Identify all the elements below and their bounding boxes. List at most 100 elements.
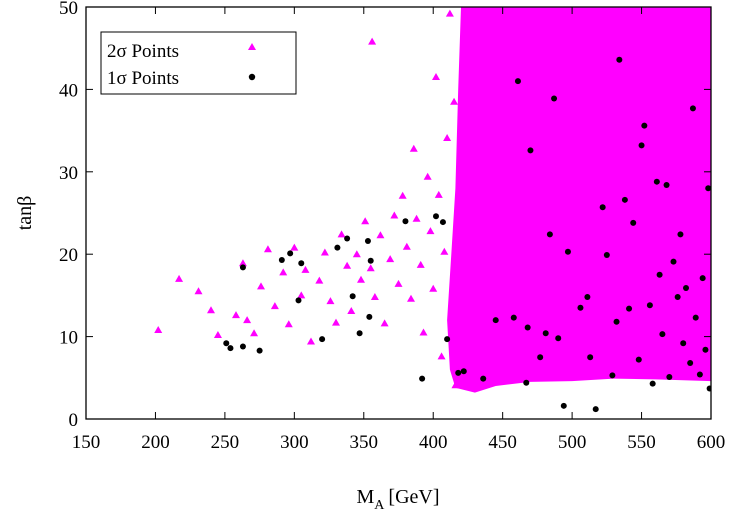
point-1sigma [599,204,606,211]
legend-label-2sigma: 2σ Points [107,41,179,62]
y-axis-label: tanβ [14,196,36,231]
dense-point-region [447,7,711,393]
point-2sigma [426,227,435,235]
point-2sigma [284,320,293,328]
point-2sigma [175,274,184,282]
series-2sigma-points [154,9,460,389]
point-1sigma [653,178,660,185]
point-2sigma [445,9,454,17]
point-2sigma [207,306,215,314]
point-2sigma [398,191,407,199]
point-1sigma [551,95,558,102]
point-1sigma [677,231,684,238]
point-2sigma [370,293,379,301]
point-1sigma [592,406,599,413]
point-1sigma [696,371,703,378]
point-1sigma [287,250,294,257]
point-1sigma [537,354,544,361]
point-2sigma [394,279,403,287]
point-1sigma [455,369,462,376]
point-1sigma [564,248,571,255]
point-2sigma [301,265,310,273]
point-2sigma [270,302,279,310]
point-1sigma [334,244,341,251]
point-1sigma [366,313,373,320]
x-tick-label: 600 [697,432,726,453]
point-1sigma [609,372,616,379]
point-1sigma [699,275,706,282]
legend-marker-circle [248,73,256,81]
point-2sigma [315,276,324,284]
point-1sigma [542,330,549,337]
point-1sigma [649,380,656,387]
point-1sigma [577,304,584,311]
point-1sigma [692,314,699,321]
point-1sigma [278,256,285,263]
point-2sigma [409,144,418,152]
point-1sigma [356,330,363,337]
point-1sigma [663,181,670,188]
point-1sigma [630,219,637,226]
point-2sigma [368,37,377,45]
point-1sigma [613,318,620,325]
point-1sigma [656,271,663,278]
point-2sigma [154,326,163,334]
point-2sigma [337,230,346,238]
legend-box [100,31,297,95]
dense-region-fill [447,7,711,393]
point-2sigma [416,260,425,268]
point-1sigma [587,354,594,361]
point-1sigma [638,142,645,149]
point-2sigma [279,268,288,276]
point-1sigma [298,260,305,267]
point-1sigma [659,331,666,338]
point-1sigma [683,284,689,291]
point-1sigma [364,238,371,245]
x-tick-label: 150 [72,432,101,453]
point-1sigma [223,340,230,347]
point-2sigma [263,245,272,253]
point-1sigma [706,385,711,392]
x-tick-label: 300 [280,432,309,453]
point-2sigma [432,73,440,81]
y-tick-label: 50 [59,0,78,19]
x-tick-label: 450 [488,432,517,453]
plot-frame [85,6,712,420]
point-2sigma [297,291,306,299]
y-tick-label: 30 [59,163,78,184]
point-1sigma [510,314,517,321]
point-2sigma [412,214,421,222]
y-tick-label: 10 [59,328,78,349]
point-1sigma [689,105,696,112]
point-1sigma [239,264,246,271]
point-1sigma [492,317,499,324]
legend: 2σ Points 1σ Points [100,31,297,95]
point-1sigma [419,375,426,382]
point-2sigma [232,311,240,319]
point-1sigma [666,373,673,380]
point-2sigma [238,259,247,267]
point-2sigma [407,294,415,302]
point-2sigma [250,329,259,337]
x-axis-label: MA [GeV] [356,486,439,513]
x-tick-label: 400 [419,432,448,453]
point-1sigma [439,219,446,226]
point-2sigma [361,217,370,225]
point-1sigma [560,402,567,409]
point-1sigma [705,185,711,192]
point-2sigma [366,264,375,272]
point-1sigma [616,56,623,63]
point-1sigma [702,346,709,353]
x-axis-ticks: 150 200 250 300 350 400 450 500 550 600 [72,7,726,453]
point-1sigma [256,347,263,354]
x-tick-label: 200 [141,432,170,453]
point-2sigma [440,247,449,255]
point-1sigma [670,258,677,265]
point-1sigma [680,340,687,347]
point-2sigma [343,261,352,269]
point-2sigma [376,231,385,239]
y-tick-label: 0 [69,410,79,431]
point-2sigma [437,352,446,360]
point-1sigma [603,252,610,259]
